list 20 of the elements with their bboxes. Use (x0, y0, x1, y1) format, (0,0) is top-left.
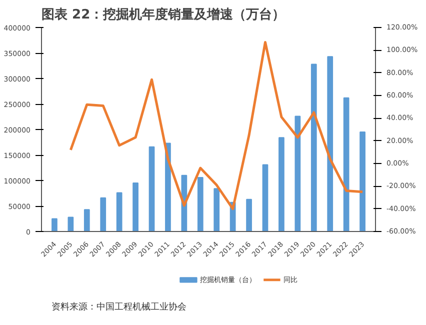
bar (262, 164, 268, 232)
bar (100, 197, 106, 232)
bar (116, 192, 122, 232)
bar (52, 218, 58, 232)
bar (294, 116, 301, 232)
bar (197, 176, 204, 232)
bar (278, 137, 284, 232)
bar (132, 182, 138, 232)
bar (246, 198, 252, 232)
line-series (69, 40, 364, 210)
bar (343, 97, 350, 232)
text: 资料来源：中国工程机械工业协会 (52, 302, 186, 312)
bar (148, 146, 155, 232)
bar (68, 216, 74, 232)
bar (310, 64, 317, 232)
bar (84, 209, 90, 232)
bar (214, 188, 220, 232)
bar (327, 56, 334, 232)
chart-title: 图表 22：挖掘机年度销量及增速（万台） (42, 6, 286, 22)
bar (360, 132, 366, 232)
